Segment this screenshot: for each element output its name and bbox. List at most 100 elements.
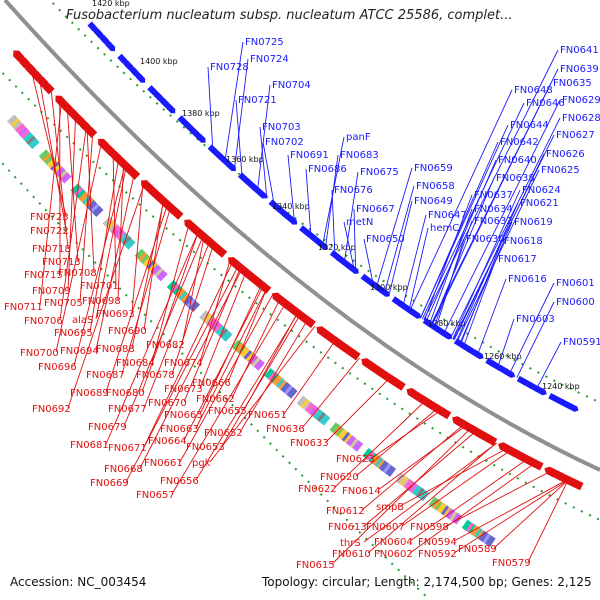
- forward-gene-arrow: [183, 121, 194, 132]
- forward-gene-arrow: [274, 204, 285, 215]
- outer-gene-label: FN0704: [272, 80, 311, 91]
- genome-title: Fusobacterium nucleatum subsp. nucleatum…: [66, 8, 513, 23]
- inner-gene-label: FN0708: [58, 268, 97, 279]
- outer-gene-label: FN0659: [414, 163, 453, 174]
- scale-tick-label: 1280 kbp: [428, 319, 466, 328]
- inner-leader-line: [141, 231, 199, 393]
- inner-gene-label: FN0674: [164, 358, 203, 369]
- category-block: [313, 409, 331, 426]
- outer-gene-label: FN0724: [250, 54, 289, 65]
- inner-gene-label: FN0604: [374, 537, 413, 548]
- inner-gene-label: FN0607: [366, 522, 405, 533]
- inner-gene-label: FN0579: [492, 558, 531, 569]
- reverse-gene-track: [13, 50, 584, 491]
- inner-leader-line: [453, 479, 568, 542]
- reverse-gene-arrow: [215, 246, 228, 258]
- outer-leader-line: [450, 117, 561, 338]
- inner-gene-label: pgk: [192, 458, 211, 469]
- forward-gene-arrow: [410, 309, 422, 319]
- reverse-gene-arrow: [393, 379, 406, 391]
- inner-leader-line: [151, 223, 190, 363]
- inner-gene-label: FN0671: [108, 443, 147, 454]
- inner-gene-label: FN0718: [32, 244, 71, 255]
- outer-gene-label: FN0641: [560, 45, 599, 56]
- outer-gene-label: FN0634: [474, 204, 513, 215]
- outer-leader-line: [233, 58, 249, 170]
- inner-gene-label: FN0651: [248, 410, 287, 421]
- inner-leader-line: [361, 424, 465, 511]
- scale-tick-label: 1340 kbp: [272, 202, 310, 211]
- category-block: [445, 508, 463, 525]
- outer-leader-line: [235, 99, 243, 177]
- inner-gene-label: FN0592: [418, 549, 457, 560]
- inner-gene-label: thrS: [340, 538, 361, 549]
- inner-gene-label: FN0687: [86, 370, 125, 381]
- outer-gene-label: FN0686: [308, 164, 347, 175]
- inner-gene-label: FN0722: [30, 226, 69, 237]
- outer-leader-line: [421, 102, 525, 320]
- inner-gene-label: FN0692: [32, 404, 71, 415]
- outer-leader-line: [287, 154, 295, 223]
- inner-leader-line: [143, 241, 210, 409]
- inner-leader-line: [59, 127, 87, 321]
- outer-gene-label: FN0635: [553, 78, 592, 89]
- forward-gene-arrow: [117, 53, 128, 64]
- inner-leader-line: [121, 207, 171, 375]
- inner-leader-line: [179, 293, 274, 463]
- outer-gene-label: FN0632: [474, 216, 513, 227]
- inner-gene-label: FN0711: [4, 302, 43, 313]
- inner-gene-label: FN0684: [116, 358, 155, 369]
- forward-gene-arrow: [299, 225, 310, 235]
- inner-gene-label: FN0690: [108, 326, 147, 337]
- inner-gene-label: FN0613: [328, 522, 367, 533]
- outer-gene-label: FN0676: [334, 185, 373, 196]
- reverse-gene-arrow: [439, 408, 452, 420]
- forward-gene-arrow: [280, 209, 291, 220]
- forward-gene-arrow: [93, 27, 104, 39]
- category-block: [247, 353, 265, 371]
- outer-gene-label: FN0617: [498, 254, 537, 265]
- inner-leader-line: [183, 286, 264, 441]
- scale-tick-label: 1300 kbp: [370, 283, 408, 292]
- outer-gene-label: FN0628: [562, 113, 600, 124]
- inner-leader-line: [231, 299, 281, 399]
- inner-gene-label: FN0673: [164, 384, 203, 395]
- inner-gene-label: FN0698: [82, 296, 121, 307]
- inner-gene-label: FN0668: [104, 464, 143, 475]
- inner-gene-label: FN0589: [458, 544, 497, 555]
- inner-gene-label: FN0701: [80, 281, 119, 292]
- inner-gene-label: FN0688: [96, 344, 135, 355]
- outer-gene-label: FN0721: [238, 95, 277, 106]
- forward-gene-arrow: [165, 103, 176, 114]
- outer-leader-line: [463, 258, 497, 347]
- outer-leader-line: [409, 89, 513, 311]
- inner-gene-label: FN0682: [146, 340, 185, 351]
- inner-leader-line: [493, 479, 569, 549]
- forward-gene-arrow: [348, 264, 359, 275]
- forward-gene-arrow: [177, 115, 188, 126]
- inner-leader-line: [171, 303, 286, 495]
- reverse-gene-arrow: [484, 434, 498, 446]
- outer-gene-label: metN: [346, 217, 373, 228]
- inner-leader-line: [195, 288, 267, 429]
- inner-leader-line: [171, 244, 214, 375]
- inner-gene-label: FN0636: [266, 424, 305, 435]
- category-block: [150, 264, 168, 282]
- forward-gene-arrow: [472, 349, 484, 360]
- inner-leader-line: [131, 182, 144, 314]
- outer-leader-line: [455, 202, 519, 342]
- outer-leader-line: [431, 82, 552, 326]
- outer-leader-line: [453, 153, 545, 341]
- inner-leader-line: [301, 357, 360, 429]
- inner-gene-label: FN0670: [148, 398, 187, 409]
- outer-gene-label: FN0644: [510, 120, 549, 131]
- inner-leader-line: [399, 448, 507, 507]
- outer-gene-label: FN0725: [245, 37, 284, 48]
- outer-gene-label: FN0621: [520, 198, 559, 209]
- forward-gene-arrow: [268, 199, 279, 210]
- forward-gene-arrow: [153, 91, 164, 102]
- outer-gene-label: FN0640: [498, 155, 537, 166]
- inner-gene-label: FN0680: [106, 388, 145, 399]
- inner-leader-line: [105, 231, 199, 445]
- outer-gene-label: FN0601: [556, 278, 595, 289]
